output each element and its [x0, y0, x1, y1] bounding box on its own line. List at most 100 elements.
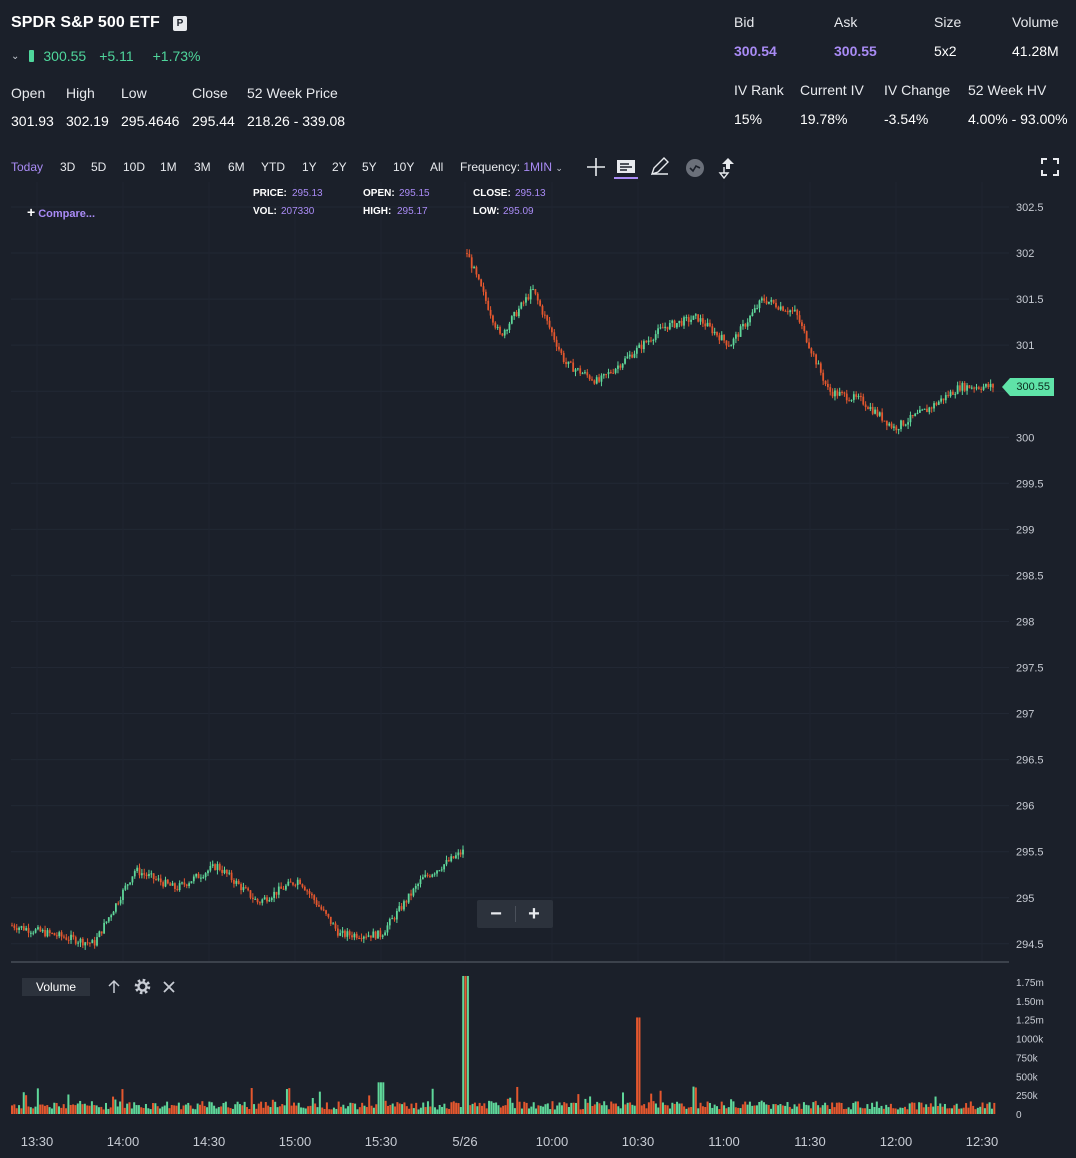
candle-body: [308, 891, 311, 894]
volume-value: 41.28M: [1012, 43, 1059, 59]
volume-bar: [175, 1105, 178, 1114]
volume-bar: [88, 1105, 91, 1114]
close-icon[interactable]: [161, 979, 177, 995]
candle-body: [230, 872, 233, 880]
volume-bar: [318, 1091, 321, 1114]
candle-body: [273, 891, 275, 899]
studies-icon[interactable]: [683, 155, 707, 179]
volume-bar: [119, 1101, 122, 1114]
volume-bar: [993, 1102, 996, 1114]
volume-bar: [267, 1105, 270, 1114]
candle-body: [942, 398, 945, 401]
iv-rank-value: 15%: [734, 111, 763, 127]
volume-bar: [156, 1106, 159, 1114]
iv-change-value: -3.54%: [884, 111, 929, 127]
y-tick-label: 297.5: [1016, 663, 1044, 675]
panel-divider[interactable]: [11, 961, 1009, 963]
timeframe-1m[interactable]: 1M: [160, 160, 177, 174]
volume-bar: [170, 1105, 173, 1114]
fullscreen-icon[interactable]: [1038, 155, 1062, 179]
chart-type-icon[interactable]: [614, 155, 638, 179]
crosshair-icon[interactable]: [584, 155, 608, 179]
volume-bar: [163, 1105, 166, 1114]
candle-body: [489, 309, 492, 316]
timeframe-ytd[interactable]: YTD: [261, 160, 285, 174]
candle-body: [690, 319, 692, 322]
info-vol-value: 207330: [281, 206, 315, 217]
high-value: 302.19: [66, 113, 109, 129]
volume-bar: [349, 1102, 352, 1114]
volume-bar: [925, 1104, 928, 1114]
candle-body: [344, 930, 346, 937]
share-icon[interactable]: [714, 155, 738, 179]
timeframe-6m[interactable]: 6M: [228, 160, 245, 174]
candle-body: [171, 883, 174, 886]
volume-bar: [882, 1108, 885, 1114]
gear-icon[interactable]: [133, 977, 152, 996]
candle-body: [195, 873, 198, 877]
candle-body: [756, 308, 759, 310]
timeframe-3d[interactable]: 3D: [60, 160, 76, 174]
timeframe-all[interactable]: All: [430, 160, 444, 174]
compare-button[interactable]: + Compare...: [27, 204, 95, 220]
timeframe-3m[interactable]: 3M: [194, 160, 211, 174]
volume-bar: [551, 1101, 554, 1114]
volume-bar: [182, 1105, 185, 1114]
candle-body: [569, 361, 572, 363]
volume-bar: [114, 1099, 117, 1114]
price-chart[interactable]: 302.5302301.5301300.5300299.5299298.5298…: [0, 182, 1076, 962]
candle-body: [466, 253, 468, 255]
candle-body: [683, 317, 685, 326]
volume-bar: [389, 1104, 392, 1114]
candle-body: [586, 372, 589, 376]
timeframe-10d[interactable]: 10D: [123, 160, 146, 174]
candle-body: [621, 363, 624, 368]
volume-bar: [697, 1108, 700, 1114]
volume-bar: [765, 1104, 768, 1114]
candle-body: [855, 394, 858, 397]
timeframe-today[interactable]: Today: [11, 160, 44, 174]
volume-bar: [741, 1104, 744, 1114]
volume-tick-label: 250k: [1016, 1091, 1039, 1102]
candle-body: [197, 873, 200, 879]
volume-bar: [483, 1103, 486, 1114]
zoom-in-button[interactable]: +: [528, 903, 540, 925]
candle-body: [143, 873, 146, 875]
candle-body: [779, 306, 782, 310]
timeframe-5d[interactable]: 5D: [91, 160, 107, 174]
candle-body: [928, 407, 931, 413]
candle-body: [114, 903, 117, 912]
timeframe-10y[interactable]: 10Y: [393, 160, 415, 174]
candle-body: [506, 329, 508, 331]
volume-bar: [981, 1102, 984, 1114]
x-tick-label: 5/26: [452, 1134, 477, 1149]
candle-body: [117, 903, 120, 905]
candle-body: [954, 393, 957, 395]
candle-body: [661, 327, 664, 329]
pencil-icon[interactable]: [647, 155, 671, 179]
volume-bar: [824, 1102, 827, 1114]
volume-bar: [819, 1107, 822, 1114]
timeframe-2y[interactable]: 2Y: [332, 160, 347, 174]
candle-body: [704, 323, 707, 327]
p-badge[interactable]: P: [173, 16, 187, 31]
candle-body: [492, 315, 494, 323]
arrow-up-icon[interactable]: [105, 978, 123, 996]
volume-bar: [408, 1108, 411, 1114]
candle-body: [289, 881, 292, 883]
volume-bar: [716, 1106, 718, 1114]
volume-bar: [586, 1102, 589, 1114]
zoom-out-button[interactable]: −: [490, 903, 502, 925]
timeframe-5y[interactable]: 5Y: [362, 160, 377, 174]
volume-bar: [720, 1101, 723, 1114]
volume-bar: [405, 1106, 408, 1114]
candle-body: [654, 334, 657, 340]
volume-bar: [36, 1088, 39, 1114]
volume-bar: [65, 1108, 68, 1114]
timeframe-1y[interactable]: 1Y: [302, 160, 317, 174]
volume-bar: [523, 1101, 526, 1114]
frequency-select[interactable]: Frequency: 1MIN ⌄: [460, 160, 563, 174]
chevron-down-icon[interactable]: ⌄: [11, 50, 20, 62]
candle-body: [93, 940, 96, 946]
candle-body: [744, 324, 747, 327]
